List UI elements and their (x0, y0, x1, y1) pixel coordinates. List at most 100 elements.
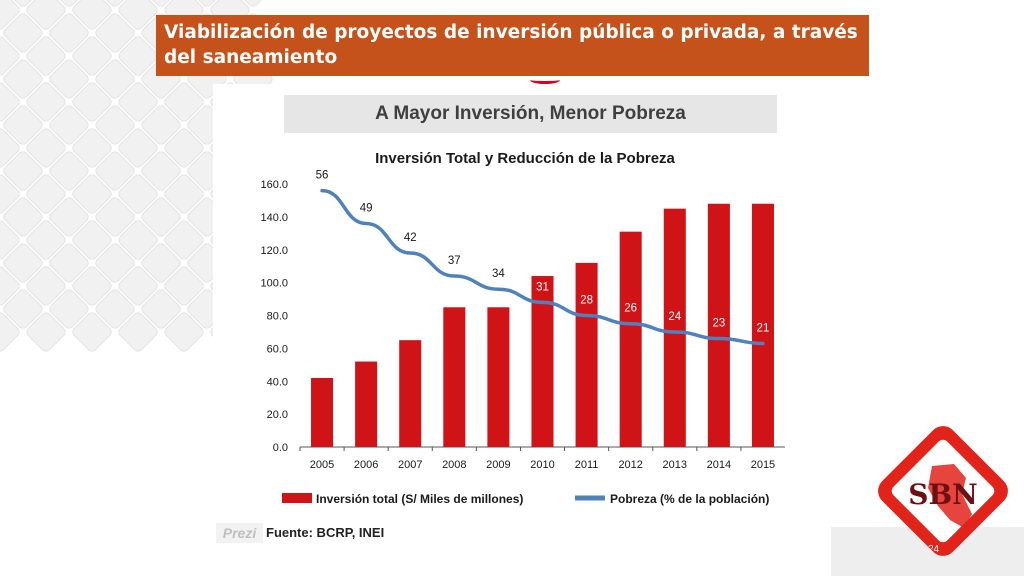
background-diamond (49, 243, 89, 283)
y-tick-label: 20.0 (267, 409, 288, 421)
background-diamond (72, 220, 112, 260)
background-diamond (164, 220, 204, 260)
bar-2011 (575, 262, 598, 447)
y-tick-label: 80.0 (267, 311, 288, 323)
chart-header: A Mayor Inversión, Menor Pobreza (284, 95, 777, 133)
legend-swatch-investment (282, 493, 312, 503)
background-diamond (95, 243, 135, 283)
bar-2014 (707, 203, 730, 447)
background-diamond (49, 105, 89, 145)
background-diamond (26, 220, 66, 260)
background-diamond (164, 82, 204, 122)
background-diamond (118, 0, 158, 30)
background-diamond (3, 243, 43, 283)
poverty-data-label: 24 (668, 311, 681, 323)
background-diamond (26, 174, 66, 214)
background-diamond (118, 82, 158, 122)
y-tick-label: 140.0 (260, 212, 288, 224)
background-diamond (118, 220, 158, 260)
poverty-data-label: 26 (624, 303, 637, 315)
poverty-data-label: 49 (360, 202, 373, 214)
background-diamond (141, 151, 181, 191)
source-note: Fuente: BCRP, INEI (266, 525, 385, 540)
bar-2009 (487, 307, 510, 447)
poverty-data-label: 37 (448, 255, 461, 267)
bar-2005 (311, 377, 334, 447)
poverty-data-label: 56 (316, 170, 329, 182)
background-diamond (164, 312, 204, 352)
background-diamond (72, 82, 112, 122)
legend-label-investment: Inversión total (S/ Miles de millones) (316, 492, 523, 506)
background-diamond (95, 151, 135, 191)
background-diamond (49, 151, 89, 191)
background-diamond (3, 197, 43, 237)
bar-2007 (399, 340, 422, 447)
background-diamond (164, 174, 204, 214)
poverty-data-label: 28 (580, 295, 593, 307)
poverty-data-label: 23 (712, 318, 725, 330)
background-diamond (26, 82, 66, 122)
background-diamond (49, 59, 89, 99)
background-diamond (118, 266, 158, 306)
red-arc-decoration (530, 76, 560, 84)
background-diamond (0, 266, 20, 306)
y-tick-label: 120.0 (260, 245, 288, 257)
background-diamond (0, 220, 20, 260)
bar-2012 (619, 231, 642, 447)
poverty-line (320, 188, 765, 346)
poverty-data-label: 42 (404, 232, 417, 244)
background-diamond (164, 128, 204, 168)
background-diamond (3, 151, 43, 191)
x-tick-label: 2007 (398, 459, 422, 471)
peru-map-icon (928, 464, 972, 528)
x-tick-label: 2008 (442, 459, 466, 471)
background-diamond (3, 13, 43, 53)
background-diamond (0, 36, 20, 76)
x-tick-label: 2005 (310, 459, 334, 471)
x-tick-label: 2011 (575, 459, 599, 471)
background-diamond (118, 128, 158, 168)
background-diamond (118, 174, 158, 214)
bar-2008 (443, 307, 466, 447)
background-diamond (49, 13, 89, 53)
background-diamond (141, 105, 181, 145)
background-diamond (49, 197, 89, 237)
background-diamond (3, 289, 43, 329)
sbn-logo-text: SBN (908, 478, 977, 511)
background-diamond (0, 0, 20, 30)
background-diamond (3, 105, 43, 145)
poverty-data-label: 31 (536, 281, 549, 293)
background-diamond (141, 197, 181, 237)
bar-2010 (531, 276, 554, 447)
background-diamond (95, 105, 135, 145)
y-tick-label: 40.0 (267, 376, 288, 388)
x-tick-label: 2013 (663, 459, 687, 471)
background-diamond (95, 13, 135, 53)
background-diamond (3, 59, 43, 99)
background-diamond (72, 174, 112, 214)
background-diamond (164, 266, 204, 306)
background-diamond (95, 289, 135, 329)
background-diamond (72, 36, 112, 76)
x-tick-label: 2006 (354, 459, 378, 471)
background-diamond (49, 289, 89, 329)
background-diamond (72, 128, 112, 168)
page-number: 24 (928, 544, 940, 555)
background-diamond (26, 128, 66, 168)
bar-2006 (355, 361, 378, 447)
background-diamond (26, 266, 66, 306)
background-diamond (141, 289, 181, 329)
background-diamond (0, 128, 20, 168)
sbn-logo: SBN (878, 426, 1008, 556)
background-diamond (26, 0, 66, 30)
poverty-data-label: 34 (492, 268, 505, 280)
y-tick-label: 160.0 (260, 179, 288, 191)
background-diamond (26, 36, 66, 76)
background-diamond (72, 312, 112, 352)
slide-title: Viabilización de proyectos de inversión … (156, 15, 869, 76)
prezi-watermark: Prezi (216, 523, 263, 543)
bar-2015 (751, 203, 774, 447)
x-tick-label: 2009 (486, 459, 510, 471)
background-diamond (0, 174, 20, 214)
